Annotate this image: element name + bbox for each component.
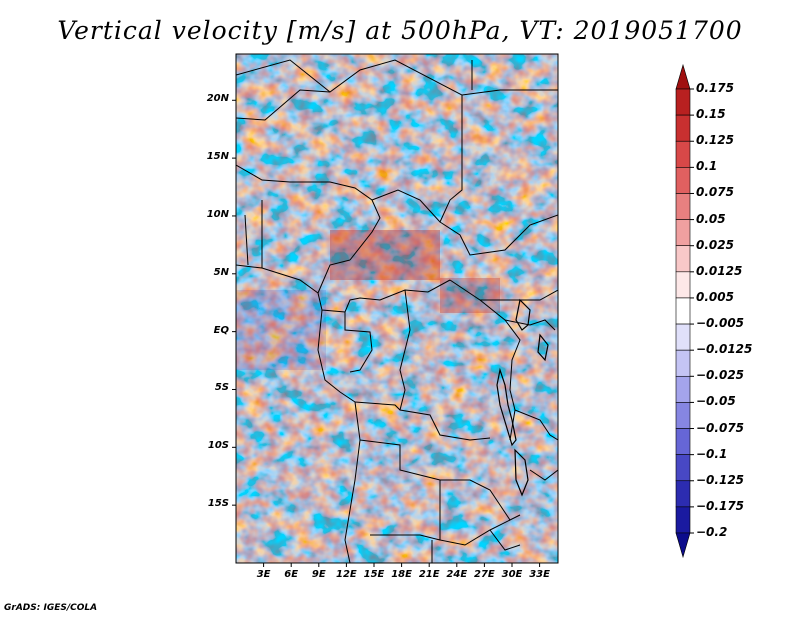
colorbar-level-label: −0.125: [696, 472, 745, 487]
latitude-ticks: [232, 99, 236, 506]
colorbar-bin: [675, 88, 691, 116]
colorbar-bin: [675, 402, 691, 429]
colorbar-level-label: 0.125: [696, 133, 734, 148]
lat-tick-label: 5S: [214, 382, 229, 394]
colorbar-bin: [675, 454, 691, 482]
colorbar: [675, 63, 694, 559]
longitude-ticks: [263, 563, 541, 567]
colorbar-bin: [675, 428, 691, 455]
colorbar-level-label: −0.2: [696, 525, 728, 539]
lon-tick-label: 24E: [446, 569, 468, 580]
colorbar-bin: [675, 349, 691, 377]
grads-credit: GrADS: IGES/COLA: [4, 603, 98, 613]
lon-tick-label: 18E: [391, 569, 412, 580]
colorbar-level-label: −0.005: [696, 316, 745, 331]
lon-tick-label: 30E: [501, 569, 523, 580]
lat-tick-label: 15N: [206, 151, 229, 163]
colorbar-bin: [675, 532, 691, 559]
lon-tick-label: 3E: [256, 569, 271, 580]
colorbar-bin: [675, 297, 691, 325]
colorbar-level-label: −0.05: [696, 394, 736, 409]
colorbar-level-label: 0.005: [696, 289, 734, 304]
colorbar-level-label: 0.025: [696, 237, 734, 252]
colorbar-bin: [675, 63, 691, 90]
lat-tick-label: 20N: [206, 93, 229, 105]
lat-tick-label: 15S: [207, 498, 229, 510]
colorbar-level-label: −0.075: [696, 420, 745, 435]
lon-tick-label: 6E: [284, 569, 299, 580]
colorbar-level-label: 0.175: [696, 81, 734, 95]
colorbar-level-label: −0.175: [696, 498, 745, 513]
lat-tick-label: EQ: [213, 324, 229, 336]
colorbar-bin: [675, 271, 691, 299]
lon-tick-label: 12E: [336, 569, 357, 580]
colorbar-level-label: 0.075: [696, 185, 734, 200]
colorbar-bin: [675, 506, 691, 534]
lon-tick-label: 27E: [474, 569, 495, 580]
plot-frame: [235, 53, 559, 564]
colorbar-level-label: 0.15: [696, 107, 726, 122]
colorbar-bin: [675, 167, 691, 194]
colorbar-bin: [675, 140, 691, 168]
lakes: [496, 298, 549, 497]
lat-tick-label: 10N: [206, 208, 229, 220]
lon-tick-label: 33E: [529, 569, 550, 580]
colorbar-bin: [675, 219, 691, 247]
plot-title: Vertical velocity [m/s] at 500hPa, VT: 2…: [57, 16, 743, 45]
colorbar-bin: [675, 114, 691, 142]
colorbar-bin: [675, 375, 691, 403]
country-boundaries: [236, 59, 558, 563]
colorbar-level-label: −0.1: [696, 446, 728, 461]
colorbar-level-label: 0.1: [696, 159, 718, 174]
colorbar-bin: [675, 480, 691, 508]
lon-tick-label: 21E: [418, 569, 440, 580]
colorbar-bin: [675, 245, 691, 273]
colorbar-bin: [675, 193, 691, 220]
colorbar-bin: [675, 323, 691, 351]
lon-tick-label: 9E: [311, 569, 326, 580]
colorbar-level-label: −0.0125: [696, 342, 753, 357]
colorbar-level-label: 0.05: [696, 211, 726, 226]
colorbar-level-label: −0.025: [696, 368, 745, 383]
lat-tick-label: 5N: [213, 266, 229, 278]
colorbar-level-label: 0.0125: [696, 263, 743, 278]
lat-tick-label: 10S: [207, 440, 229, 452]
lon-tick-label: 15E: [363, 569, 385, 580]
velocity-field: [236, 54, 558, 563]
